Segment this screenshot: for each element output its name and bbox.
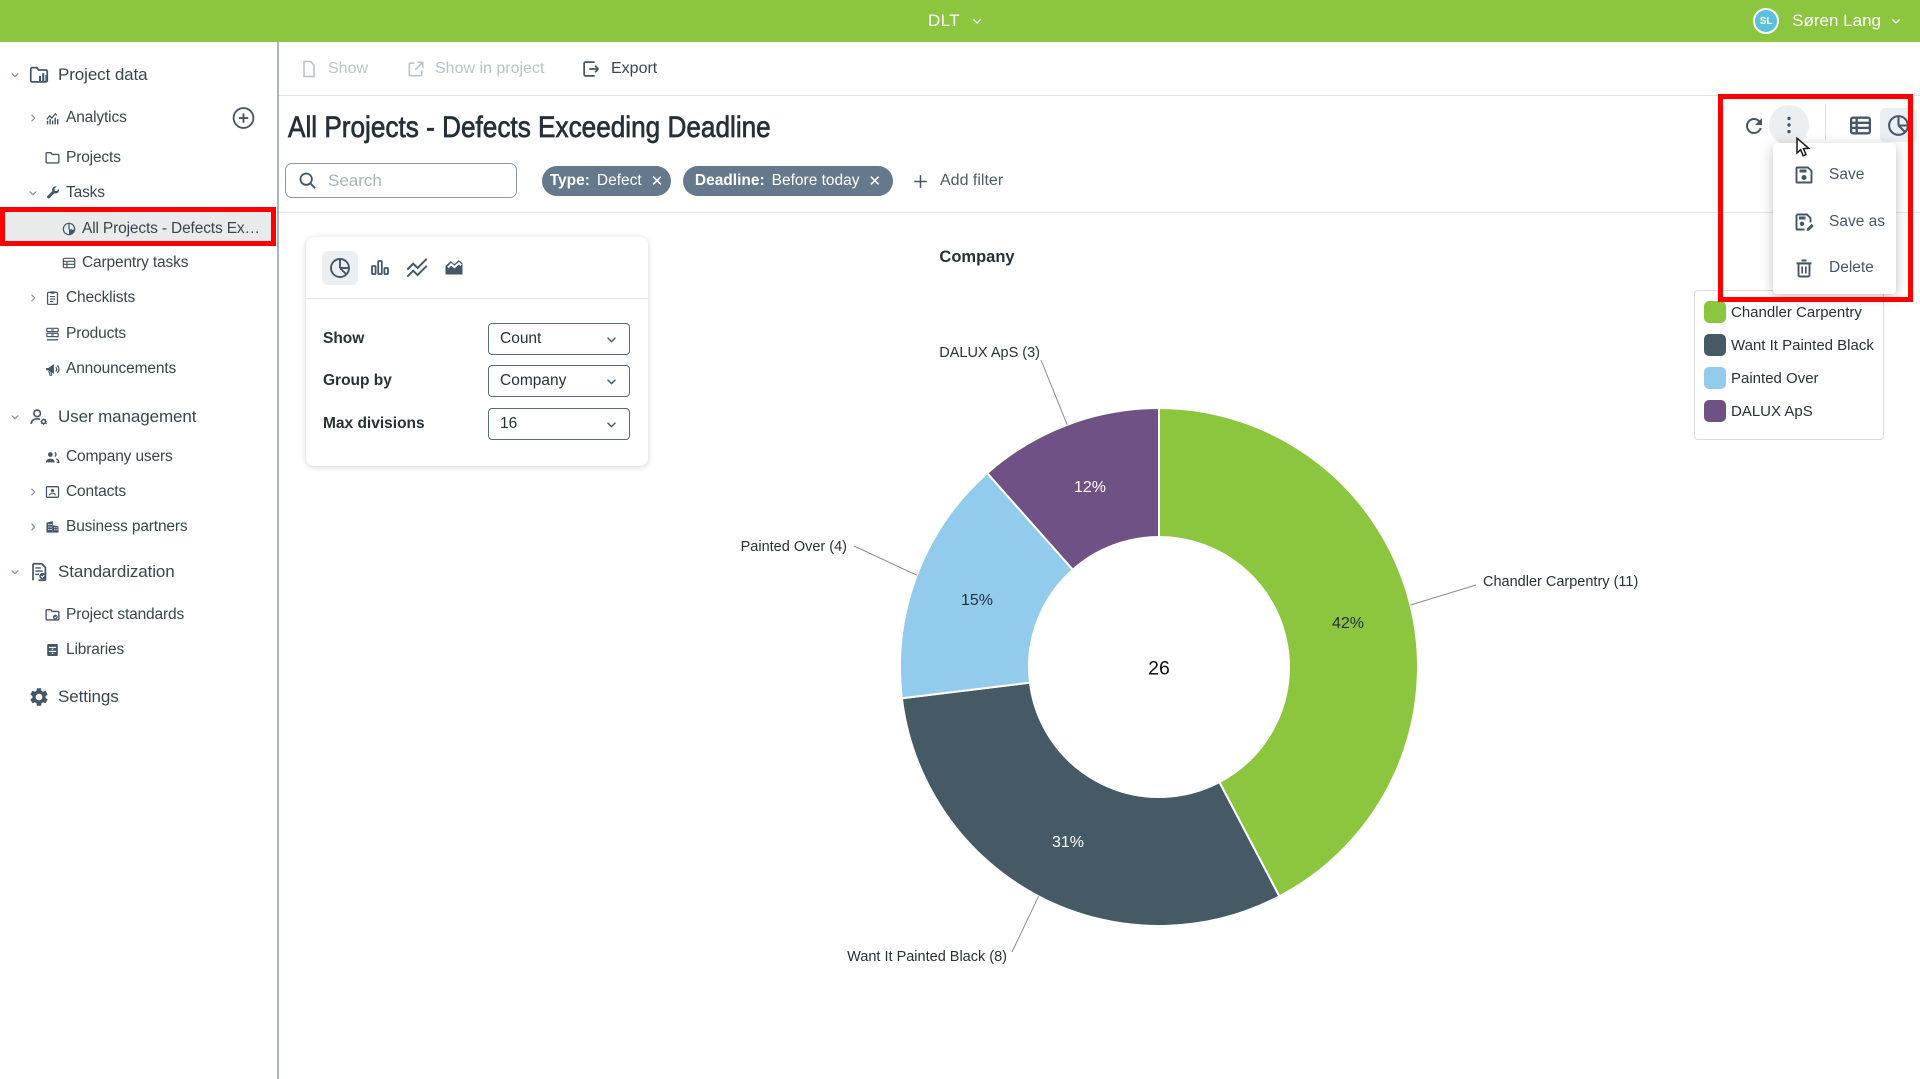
svg-text:42%: 42% xyxy=(1332,615,1364,632)
svg-text:Want It Painted Black (8): Want It Painted Black (8) xyxy=(847,949,1007,965)
svg-text:15%: 15% xyxy=(961,592,993,609)
svg-text:12%: 12% xyxy=(1074,479,1106,496)
svg-text:26: 26 xyxy=(1148,658,1170,680)
svg-text:DALUX ApS (3): DALUX ApS (3) xyxy=(939,345,1040,361)
svg-text:Chandler Carpentry (11): Chandler Carpentry (11) xyxy=(1483,574,1638,590)
svg-text:Painted Over (4): Painted Over (4) xyxy=(741,539,847,555)
svg-text:31%: 31% xyxy=(1052,834,1084,851)
